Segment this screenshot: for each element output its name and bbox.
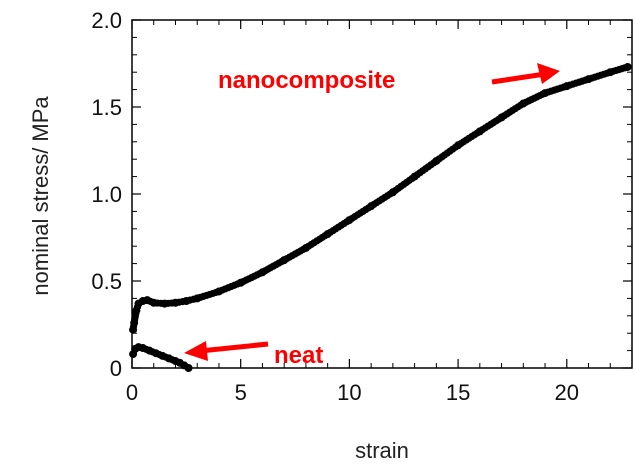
neat-point bbox=[184, 364, 193, 372]
x-tick-label: 10 bbox=[337, 380, 361, 405]
nanocomposite-arrow-shaft bbox=[491, 71, 546, 85]
neat-annotation-label: neat bbox=[274, 342, 323, 369]
x-tick-label: 5 bbox=[235, 380, 247, 405]
x-tick-label: 0 bbox=[126, 380, 138, 405]
nanocomposite-annotation: nanocomposite bbox=[218, 63, 560, 94]
nanocomposite-arrow-head bbox=[537, 63, 560, 84]
y-tick-label: 2.0 bbox=[91, 8, 122, 33]
x-tick-label: 20 bbox=[555, 380, 579, 405]
data-series bbox=[129, 62, 632, 372]
x-tick-label: 15 bbox=[446, 380, 470, 405]
neat-series bbox=[129, 343, 193, 372]
y-axis-label: nominal stress/ MPa bbox=[28, 96, 53, 296]
x-tick-labels: 0 5 10 15 20 bbox=[126, 380, 579, 405]
nanocomposite-series bbox=[129, 62, 632, 334]
y-tick-label: 1.5 bbox=[91, 95, 122, 120]
neat-annotation: neat bbox=[184, 341, 323, 369]
neat-arrow-head bbox=[184, 341, 208, 361]
y-tick-label: 0.5 bbox=[91, 269, 122, 294]
nanocomposite-annotation-label: nanocomposite bbox=[218, 67, 395, 94]
x-axis-label: strain bbox=[355, 438, 409, 463]
neat-arrow-shaft bbox=[199, 341, 269, 354]
nanocomposite-point bbox=[623, 62, 632, 71]
y-tick-labels: 0 0.5 1.0 1.5 2.0 bbox=[91, 8, 122, 381]
y-tick-label: 0 bbox=[110, 356, 122, 381]
y-tick-label: 1.0 bbox=[91, 182, 122, 207]
